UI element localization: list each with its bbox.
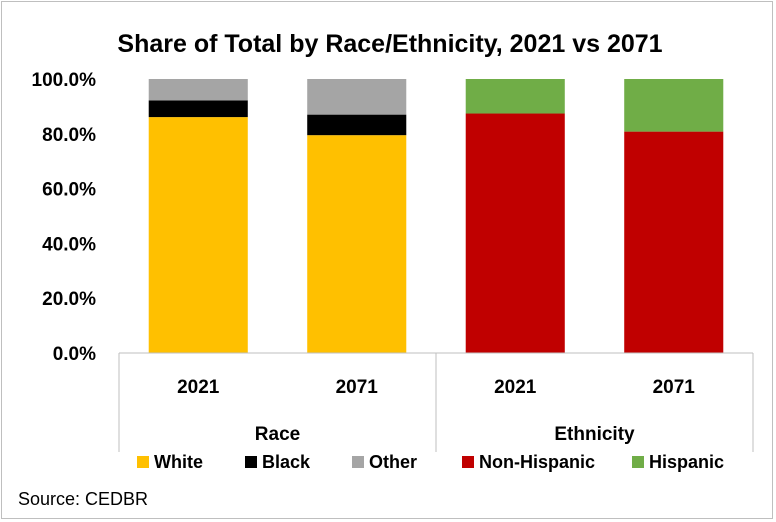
bar-black-2071 <box>307 114 407 136</box>
legend-swatch <box>352 456 364 468</box>
chart-title: Share of Total by Race/Ethnicity, 2021 v… <box>117 30 662 58</box>
legend-swatch <box>632 456 644 468</box>
y-tick-label: 60.0% <box>42 180 96 201</box>
category-label: 2071 <box>653 377 696 398</box>
legend-swatch <box>137 456 149 468</box>
legend-label: Hispanic <box>649 452 724 472</box>
category-label: 2071 <box>336 377 379 398</box>
x-axis <box>118 352 754 452</box>
y-tick-label: 80.0% <box>42 125 96 146</box>
y-tick-label: 100.0% <box>32 70 97 91</box>
bar-white-2021 <box>148 117 248 353</box>
legend-label: Non-Hispanic <box>479 452 595 472</box>
y-tick-label: 40.0% <box>42 234 96 255</box>
legend-label: White <box>154 452 203 472</box>
legend-swatch <box>462 456 474 468</box>
legend-label: Other <box>369 452 417 472</box>
bar-hispanic-2021 <box>465 79 565 114</box>
group-label: Race <box>255 424 300 445</box>
bar-non-hispanic-2021 <box>465 113 565 353</box>
bar-black-2021 <box>148 100 248 118</box>
y-tick-label: 20.0% <box>42 289 96 310</box>
bar-white-2071 <box>307 135 407 353</box>
legend: White Black Other Non-Hispanic Hispanic <box>137 452 724 472</box>
category-label: 2021 <box>494 377 537 398</box>
bar-hispanic-2071 <box>624 79 724 132</box>
bars <box>148 79 724 353</box>
bar-other-2021 <box>148 79 248 101</box>
source-note: Source: CEDBR <box>18 489 148 509</box>
category-label: 2021 <box>177 377 220 398</box>
y-axis-ticks: 0.0% 20.0% 40.0% 60.0% 80.0% 100.0% <box>32 70 97 365</box>
legend-swatch <box>245 456 257 468</box>
y-tick-label: 0.0% <box>53 344 96 365</box>
legend-label: Black <box>262 452 311 472</box>
bar-other-2071 <box>307 79 407 115</box>
bar-non-hispanic-2071 <box>624 131 724 353</box>
group-label: Ethnicity <box>554 424 635 445</box>
category-labels: 2021 2071 Race 2021 2071 Ethnicity <box>177 377 695 445</box>
